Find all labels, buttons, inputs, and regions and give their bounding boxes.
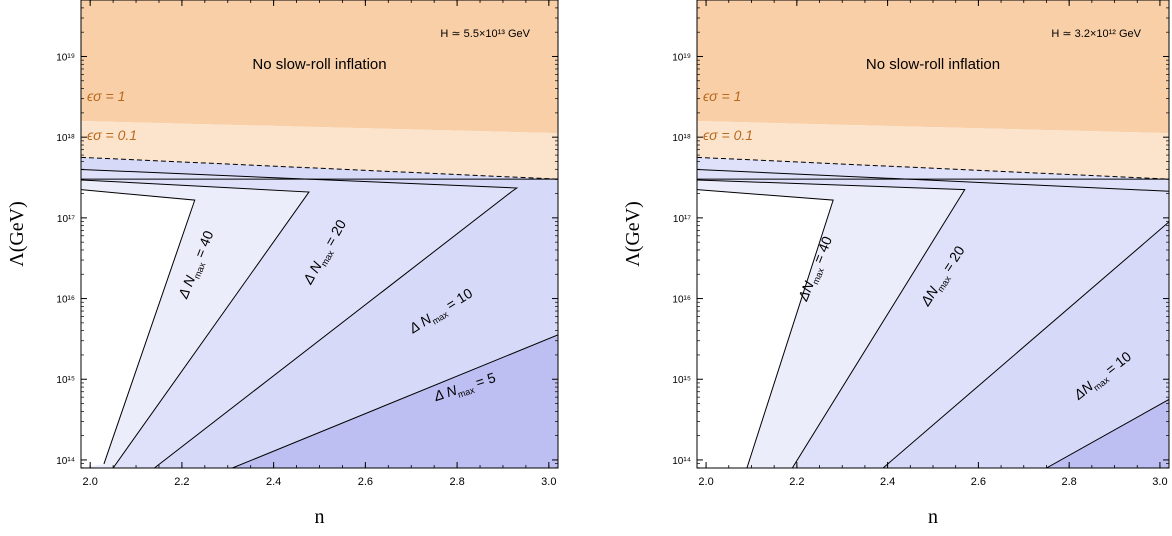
contour-label-value: = 5 — [470, 369, 498, 392]
eps-0.1-label: ϵσ = 0.1 — [87, 127, 137, 143]
eps-1-label: ϵσ = 1 — [87, 88, 125, 104]
contour-line-dn40 — [697, 189, 834, 468]
panel-2-plot-area — [697, 0, 1169, 468]
x-axis-label: n — [315, 506, 325, 528]
y-tick-label: 10¹⁴ — [672, 456, 691, 467]
y-axis-label: Λ(GeV) — [622, 201, 644, 267]
panel-1-plot-area — [81, 0, 558, 468]
contour-line-dn20 — [81, 179, 310, 468]
no-slow-roll-region — [81, 0, 558, 134]
y-tick-label: 10¹⁹ — [672, 52, 691, 63]
x-tick-label: 2.4 — [266, 476, 281, 488]
hubble-annotation: H ≃ 5.5×10¹³ GeV — [440, 28, 530, 40]
dn-above40-region — [697, 189, 834, 468]
eps-band-region — [697, 121, 1169, 180]
y-tick-label: 10¹⁵ — [56, 375, 75, 386]
hubble-annotation: H ≃ 3.2×10¹² GeV — [1051, 28, 1141, 40]
contour-label-delta: Δ N — [431, 381, 459, 404]
contour-line-dn5 — [1046, 398, 1169, 468]
contour-line-dn20 — [697, 179, 966, 468]
x-tick-label: 2.6 — [971, 476, 986, 488]
eps-band-region — [81, 121, 558, 180]
no-slow-roll-label: No slow-roll inflation — [252, 56, 386, 73]
x-tick-label: 2.2 — [789, 476, 804, 488]
dn-above40-region — [81, 189, 195, 468]
y-tick-label: 10¹⁹ — [56, 52, 75, 63]
y-tick-label: 10¹⁷ — [673, 214, 691, 225]
y-axis-label: Λ(GeV) — [6, 201, 28, 267]
y-tick-label: 10¹⁸ — [56, 133, 75, 144]
contour-line-dn10-upper — [697, 168, 1169, 192]
y-tick-label: 10¹⁴ — [56, 456, 75, 467]
eps-0.1-line — [697, 156, 1169, 180]
y-tick-label: 10¹⁶ — [56, 295, 75, 306]
contour-label-2: Δ Nmax = 20 — [299, 217, 352, 289]
y-tick-label: 10¹⁸ — [672, 133, 691, 144]
no-slow-roll-label: No slow-roll inflation — [866, 56, 1000, 73]
x-tick-label: 2.4 — [880, 476, 895, 488]
contour-line-dn10-lower — [882, 221, 1169, 468]
x-tick-label: 3.0 — [1152, 476, 1167, 488]
x-tick-label: 2.8 — [449, 476, 464, 488]
x-tick-label: 2.0 — [698, 476, 713, 488]
y-tick-label: 10¹⁵ — [672, 375, 691, 386]
x-tick-label: 2.8 — [1062, 476, 1077, 488]
x-tick-label: 2.6 — [358, 476, 373, 488]
contour-label-delta: ΔN — [794, 278, 817, 304]
no-slow-roll-region — [697, 0, 1169, 134]
x-tick-label: 2.2 — [174, 476, 189, 488]
x-tick-label: 3.0 — [541, 476, 556, 488]
x-tick-label: 2.0 — [83, 476, 98, 488]
contour-line-dn40 — [81, 189, 196, 465]
contour-line-dn5 — [232, 334, 558, 468]
y-tick-label: 10¹⁶ — [672, 295, 691, 306]
contour-label-4: Δ Nmax = 5 — [431, 369, 499, 407]
y-tick-label: 10¹⁷ — [57, 214, 75, 225]
x-axis-label: n — [928, 506, 938, 528]
eps-0.1-label: ϵσ = 0.1 — [703, 127, 753, 143]
eps-1-label: ϵσ = 1 — [703, 88, 741, 104]
